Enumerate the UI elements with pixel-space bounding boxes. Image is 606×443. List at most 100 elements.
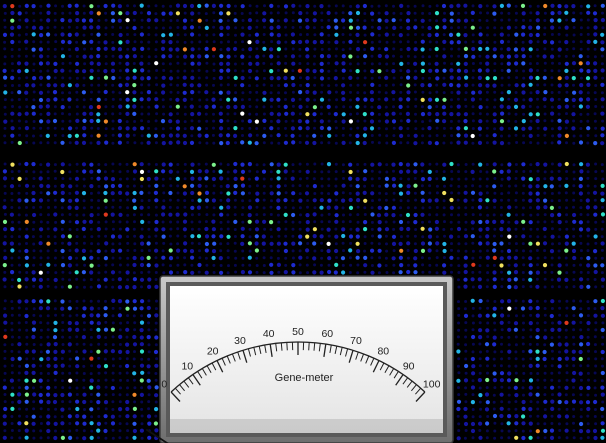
microarray-spot bbox=[564, 68, 569, 73]
microarray-spot bbox=[204, 112, 208, 116]
microarray-spot bbox=[290, 111, 295, 116]
microarray-spot bbox=[68, 69, 72, 73]
microarray-spot bbox=[556, 277, 562, 282]
microarray-spot bbox=[528, 62, 532, 66]
microarray-spot bbox=[564, 54, 568, 58]
microarray-spot bbox=[10, 198, 14, 202]
microarray-spot bbox=[551, 242, 554, 246]
microarray-spot bbox=[485, 226, 490, 232]
microarray-spot bbox=[550, 54, 555, 59]
microarray-spot bbox=[10, 349, 14, 353]
microarray-spot bbox=[248, 33, 252, 37]
microarray-spot bbox=[82, 105, 86, 109]
microarray-spot bbox=[32, 184, 35, 188]
microarray-spot bbox=[378, 198, 381, 202]
microarray-spot bbox=[104, 105, 108, 109]
microarray-spot bbox=[240, 241, 245, 246]
microarray-spot bbox=[450, 98, 453, 102]
microarray-spot bbox=[427, 169, 432, 174]
microarray-spot bbox=[226, 76, 230, 80]
microarray-spot bbox=[363, 119, 367, 123]
microarray-spot bbox=[370, 11, 375, 16]
microarray-spot bbox=[493, 40, 497, 44]
microarray-spot bbox=[219, 212, 224, 217]
microarray-spot bbox=[579, 11, 583, 15]
microarray-spot bbox=[61, 177, 65, 181]
microarray-spot bbox=[363, 19, 367, 23]
microarray-spot bbox=[506, 105, 511, 110]
microarray-spot bbox=[514, 299, 518, 303]
microarray-spot bbox=[543, 32, 547, 36]
microarray-spot bbox=[600, 54, 604, 58]
microarray-spot bbox=[147, 371, 151, 375]
microarray-spot bbox=[32, 249, 36, 253]
microarray-spot bbox=[290, 32, 295, 37]
microarray-spot bbox=[457, 313, 461, 317]
microarray-spot bbox=[536, 205, 541, 210]
microarray-spot bbox=[428, 97, 433, 102]
microarray-spot bbox=[269, 97, 274, 102]
microarray-spot bbox=[478, 357, 482, 361]
microarray-spot bbox=[39, 126, 43, 130]
microarray-spot bbox=[348, 169, 353, 175]
microarray-spot bbox=[89, 270, 94, 275]
microarray-spot bbox=[10, 429, 14, 432]
microarray-spot bbox=[471, 141, 475, 145]
microarray-spot bbox=[471, 105, 475, 109]
microarray-spot bbox=[111, 133, 115, 137]
microarray-spot bbox=[161, 105, 165, 109]
microarray-spot bbox=[146, 378, 151, 383]
microarray-spot bbox=[132, 68, 137, 73]
microarray-spot bbox=[370, 111, 375, 116]
microarray-spot bbox=[594, 162, 598, 166]
microarray-spot bbox=[427, 256, 431, 260]
microarray-spot bbox=[160, 119, 166, 124]
microarray-spot bbox=[61, 321, 65, 324]
microarray-spot bbox=[60, 435, 65, 440]
microarray-spot bbox=[392, 54, 395, 58]
microarray-spot bbox=[456, 378, 461, 383]
microarray-spot bbox=[67, 392, 72, 397]
microarray-spot bbox=[492, 169, 497, 174]
microarray-spot bbox=[118, 162, 122, 166]
microarray-spot bbox=[269, 170, 273, 174]
microarray-spot bbox=[118, 371, 122, 375]
microarray-spot bbox=[572, 177, 576, 181]
microarray-spot bbox=[53, 378, 57, 382]
microarray-spot bbox=[392, 191, 396, 195]
microarray-spot bbox=[413, 242, 417, 246]
microarray-spot bbox=[492, 162, 497, 167]
microarray-spot bbox=[514, 306, 518, 310]
microarray-spot bbox=[75, 112, 79, 116]
microarray-spot bbox=[60, 415, 64, 419]
microarray-spot bbox=[104, 184, 109, 189]
microarray-spot bbox=[521, 104, 526, 109]
microarray-spot bbox=[31, 421, 36, 426]
microarray-spot bbox=[226, 19, 230, 23]
microarray-spot bbox=[154, 328, 158, 332]
microarray-spot bbox=[579, 18, 583, 22]
microarray-spot bbox=[182, 219, 188, 224]
microarray-spot bbox=[17, 76, 21, 80]
microarray-spot bbox=[549, 18, 555, 23]
microarray-spot bbox=[557, 76, 562, 81]
microarray-spot bbox=[147, 184, 151, 188]
microarray-spot bbox=[103, 119, 108, 124]
microarray-spot bbox=[89, 378, 94, 383]
microarray-spot bbox=[269, 91, 273, 95]
microarray-spot bbox=[46, 436, 50, 440]
microarray-spot bbox=[320, 141, 324, 145]
microarray-spot bbox=[17, 220, 21, 224]
microarray-spot bbox=[17, 198, 22, 203]
microarray-spot bbox=[442, 119, 447, 124]
microarray-spot bbox=[477, 75, 482, 80]
microarray-spot bbox=[61, 386, 65, 390]
microarray-spot bbox=[204, 104, 209, 109]
microarray-spot bbox=[183, 69, 187, 73]
microarray-spot bbox=[90, 364, 94, 368]
microarray-spot bbox=[543, 321, 547, 325]
microarray-spot bbox=[61, 98, 65, 102]
microarray-spot bbox=[413, 220, 418, 225]
microarray-spot bbox=[154, 378, 158, 382]
microarray-spot bbox=[579, 436, 583, 440]
